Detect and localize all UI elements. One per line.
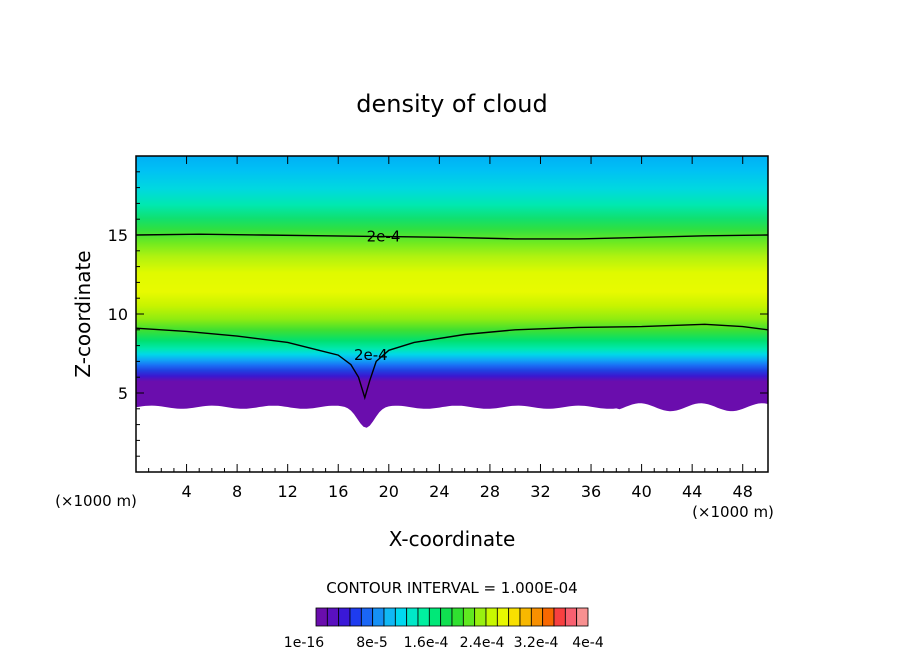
colorbar xyxy=(315,607,589,627)
colorbar-swatch xyxy=(519,607,532,627)
x-tick-label: 44 xyxy=(682,482,702,501)
y-tick-label: 5 xyxy=(118,384,128,403)
x-tick-label: 36 xyxy=(581,482,601,501)
x-unit-label: (×1000 m) xyxy=(692,503,774,521)
colorbar-label: 3.2e-4 xyxy=(514,635,559,651)
colorbar-swatch xyxy=(576,607,589,627)
x-tick-label: 48 xyxy=(733,482,753,501)
colorbar-swatch xyxy=(349,607,362,627)
x-tick-label: 40 xyxy=(631,482,651,501)
colorbar-swatch xyxy=(326,607,340,627)
colorbar-label: 1e-16 xyxy=(284,635,324,651)
contour-label: 2e-4 xyxy=(367,228,401,246)
colorbar-swatch xyxy=(406,607,419,627)
contour-line xyxy=(136,323,768,401)
colorbar-swatch xyxy=(462,607,476,627)
colorbar-swatch xyxy=(338,607,351,627)
colorbar-swatch xyxy=(428,607,442,627)
y-axis-label: Z-coordinate xyxy=(71,250,95,377)
cloud-density-fill xyxy=(136,156,768,428)
colorbar-swatch xyxy=(315,607,328,627)
colorbar-label: 4e-4 xyxy=(572,635,604,651)
contour-lines: 2e-4 2e-4 xyxy=(136,228,768,401)
colorbar-swatch xyxy=(496,607,510,627)
colorbar-labels: 1e-16 8e-5 1.6e-4 2.4e-4 3.2e-4 4e-4 xyxy=(284,635,604,651)
colorbar-swatch xyxy=(508,607,521,627)
x-tick-label: 28 xyxy=(480,482,500,501)
colorbar-swatch xyxy=(542,607,555,627)
colorbar-swatch xyxy=(553,607,566,627)
y-unit-label: (×1000 m) xyxy=(55,492,137,510)
x-tick-label: 8 xyxy=(232,482,242,501)
plot-area: 2e-4 2e-4 xyxy=(136,156,768,428)
colorbar-swatch xyxy=(383,607,396,627)
colorbar-swatch xyxy=(530,607,544,627)
contour-line xyxy=(136,233,768,240)
colorbar-label: 8e-5 xyxy=(356,635,387,651)
colorbar-swatch xyxy=(360,607,374,627)
contour-interval-text: CONTOUR INTERVAL = 1.000E-04 xyxy=(326,579,577,597)
colorbar-swatch xyxy=(564,607,578,627)
colorbar-swatch xyxy=(485,607,498,627)
colorbar-label: 2.4e-4 xyxy=(460,635,505,651)
x-tick-label: 4 xyxy=(181,482,191,501)
x-tick-label: 12 xyxy=(278,482,298,501)
x-axis-ticks: 4 8 12 16 20 24 28 32 36 40 44 48 xyxy=(148,156,756,501)
x-tick-label: 20 xyxy=(379,482,399,501)
colorbar-swatch xyxy=(372,607,385,627)
x-tick-label: 32 xyxy=(530,482,550,501)
x-tick-label: 24 xyxy=(429,482,449,501)
chart-title: density of cloud xyxy=(356,90,547,118)
colorbar-swatch xyxy=(394,607,408,627)
colorbar-swatch xyxy=(417,607,430,627)
y-axis-ticks: 5 10 15 xyxy=(108,171,768,457)
y-tick-label: 10 xyxy=(108,305,128,324)
colorbar-swatch xyxy=(474,607,487,627)
colorbar-label: 1.6e-4 xyxy=(404,635,449,651)
colorbar-swatch xyxy=(451,607,464,627)
x-tick-label: 16 xyxy=(328,482,348,501)
contour-label: 2e-4 xyxy=(354,346,388,364)
y-tick-label: 15 xyxy=(108,226,128,245)
colorbar-swatch xyxy=(440,607,453,627)
x-axis-label: X-coordinate xyxy=(389,527,516,551)
